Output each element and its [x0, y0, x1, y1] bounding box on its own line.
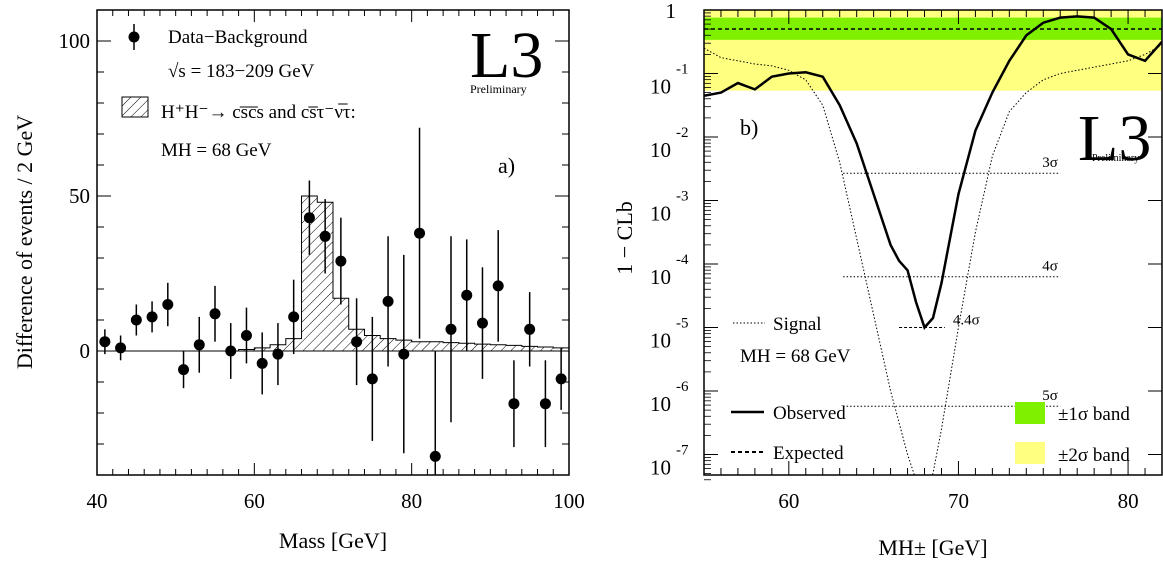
panel-a-label: a)	[498, 153, 515, 178]
data-point	[319, 230, 331, 242]
x-tick-label: 80	[1118, 489, 1139, 513]
data-point	[162, 299, 174, 310]
panel-a: 40 60 80 100 0 50 100 Difference of events / 2…	[12, 9, 585, 553]
data-point	[303, 212, 315, 224]
y-tick-label: 10	[650, 138, 671, 162]
x-tick-label: 60	[778, 489, 799, 513]
legend-signal-mass: MH = 68 GeV	[740, 346, 851, 367]
y-tick-exponent: -3	[676, 189, 689, 205]
y-tick-exponent: -6	[676, 379, 689, 395]
y-tick-label: 1	[666, 0, 677, 23]
panel-b-legend: Signal MH = 68 GeV Observed Expected ±1σ…	[731, 314, 1130, 466]
legend-data-label: Data−Background	[168, 27, 308, 48]
sigma-label: 5σ	[1042, 388, 1058, 404]
legend-mass-label: MH = 68 GeV	[161, 140, 272, 161]
y-tick-label: 10	[650, 329, 671, 353]
y-tick-label: 100	[59, 29, 91, 53]
legend-signal-swatch	[121, 96, 149, 118]
panel-b-logo: L3	[1078, 102, 1151, 175]
panel-b-xlabel: MH± [GeV]	[878, 535, 987, 560]
y-tick-label: 10	[650, 392, 671, 416]
panel-a-legend: Data−Background √s = 183−209 GeV H⁺H⁻→ c…	[121, 24, 356, 161]
panel-a-logo-subtitle: Preliminary	[470, 82, 527, 96]
data-point	[272, 348, 284, 360]
y-tick-exponent: -2	[676, 125, 689, 141]
y-tick-exponent: -7	[676, 443, 689, 459]
data-point	[115, 342, 127, 354]
y-tick-exponent: -4	[676, 252, 689, 268]
panel-b: 3σ 4σ 4.4σ 5σ 60 70 80 1 10 -1 10 -2 10 -3 10 -4 10 -5 10…	[612, 0, 1163, 560]
legend-signal-text: Signal	[773, 314, 822, 335]
y-tick-label: 10	[650, 456, 671, 480]
y-tick-label: 10	[650, 265, 671, 289]
x-tick-label: 80	[401, 489, 422, 513]
x-tick-label: 60	[244, 489, 265, 513]
data-point	[178, 364, 190, 376]
data-point	[240, 330, 252, 341]
sigma-label: 4.4σ	[953, 313, 980, 329]
sigma-label: 4σ	[1042, 259, 1058, 275]
data-point	[288, 311, 300, 323]
legend-sqrt-s: √s = 183−209 GeV	[168, 61, 315, 82]
x-tick-label: 40	[87, 489, 108, 513]
y-tick-exponent: -5	[676, 316, 689, 332]
legend-signal-label: H⁺H⁻→ cs̅c̅s and cs̅τ⁻ν̅τ:	[161, 102, 356, 123]
x-tick-label: 100	[553, 489, 585, 513]
panel-b-logo-subtitle: Preliminary	[1092, 153, 1139, 164]
data-point	[146, 311, 158, 323]
legend-band1-text: ±1σ band	[1058, 404, 1130, 425]
data-point	[429, 450, 441, 462]
data-point	[398, 348, 410, 360]
data-point	[382, 295, 394, 307]
legend-band2-text: ±2σ band	[1058, 445, 1130, 466]
panel-b-label: b)	[740, 115, 758, 140]
legend-data-marker	[128, 31, 140, 43]
data-point	[99, 336, 111, 348]
data-point	[351, 336, 363, 348]
data-point	[193, 339, 205, 351]
panel-b-frame	[703, 9, 1163, 476]
data-point	[539, 398, 551, 410]
band-1sigma	[704, 17, 1162, 40]
legend-band2-swatch	[1015, 442, 1045, 464]
data-point	[335, 255, 347, 267]
data-point	[461, 289, 473, 301]
panel-a-ylabel: Difference of events / 2 GeV	[12, 115, 37, 369]
y-tick-label: 10	[650, 202, 671, 226]
data-point	[508, 398, 520, 410]
panel-b-ylabel: 1 − CLb	[612, 201, 637, 275]
data-point	[555, 373, 567, 385]
y-tick-exponent: -1	[676, 62, 689, 78]
data-point	[225, 345, 237, 357]
y-tick-label: 10	[650, 75, 671, 99]
data-point	[492, 280, 504, 292]
data-point	[524, 323, 536, 335]
sigma-label: 3σ	[1042, 155, 1058, 171]
legend-expected-text: Expected	[773, 443, 844, 464]
data-point	[130, 314, 142, 326]
data-point	[445, 323, 457, 335]
y-tick-label: 0	[80, 339, 91, 363]
panel-a-xlabel: Mass [GeV]	[279, 528, 387, 553]
y-tick-label: 50	[69, 184, 90, 208]
data-point	[414, 227, 426, 239]
data-point	[256, 357, 268, 369]
data-point	[476, 317, 488, 329]
data-point	[209, 308, 221, 320]
legend-band1-swatch	[1015, 402, 1045, 424]
observed-curve	[704, 15, 1162, 330]
panel-a-logo: L3	[470, 19, 543, 92]
data-point	[366, 373, 378, 385]
legend-observed-text: Observed	[773, 403, 846, 424]
x-tick-label: 70	[948, 489, 969, 513]
